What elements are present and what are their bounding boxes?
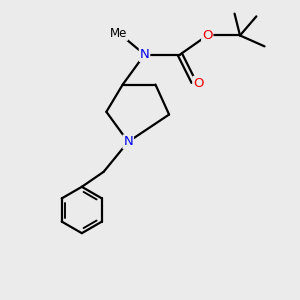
Text: N: N (123, 135, 133, 148)
Text: O: O (202, 29, 212, 42)
Text: O: O (193, 77, 204, 90)
Text: N: N (140, 48, 149, 61)
Text: Me: Me (110, 27, 127, 40)
